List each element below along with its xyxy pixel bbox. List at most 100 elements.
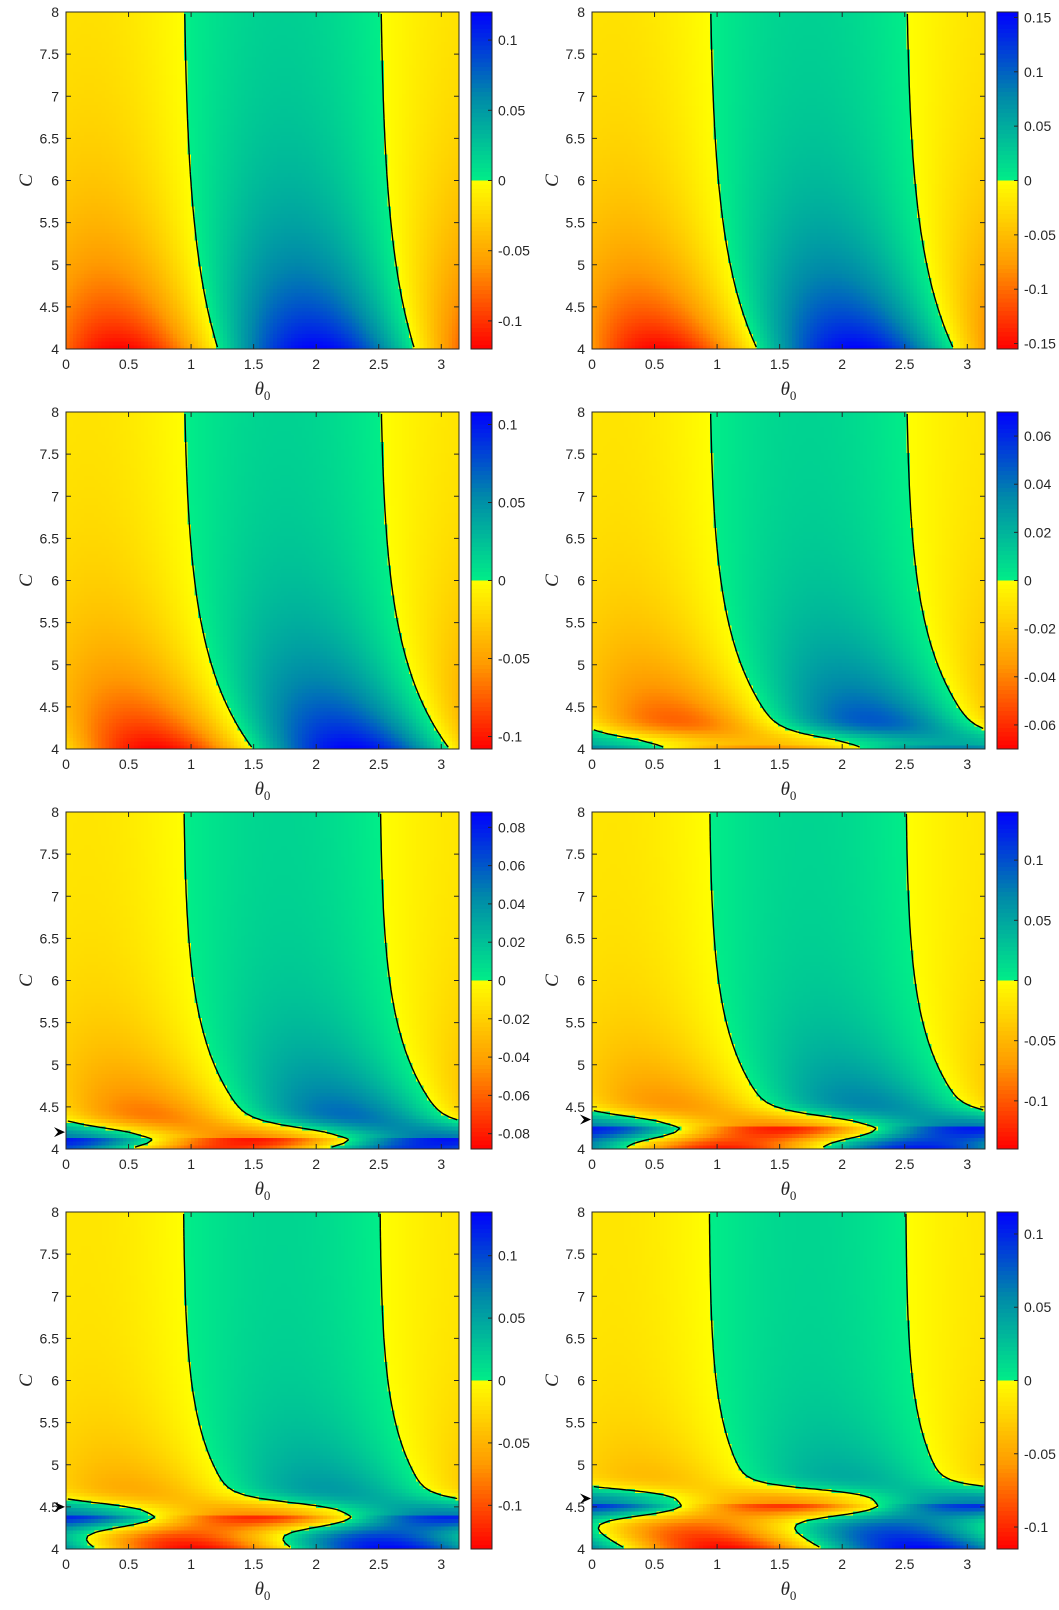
heatmap-cell — [212, 34, 216, 38]
heatmap-cell — [288, 31, 292, 35]
heatmap-cell — [409, 34, 413, 38]
heatmap-cell — [66, 34, 70, 38]
heatmap-cell — [255, 42, 259, 46]
heatmap-cell — [112, 19, 116, 23]
heatmap-cell — [70, 34, 74, 38]
heatmap-cell — [348, 23, 352, 27]
heatmap-cell — [152, 16, 156, 20]
heatmap-cell — [223, 12, 227, 16]
heatmap-cell — [130, 12, 134, 16]
heatmap-cell — [452, 42, 456, 46]
heatmap-cell — [409, 46, 413, 50]
heatmap-cell — [302, 16, 306, 20]
heatmap-cell — [73, 42, 77, 46]
heatmap-cell — [116, 16, 120, 20]
heatmap-cell — [280, 23, 284, 27]
heatmap-cell — [195, 49, 199, 53]
heatmap-cell — [252, 19, 256, 23]
heatmap-cell — [66, 49, 70, 53]
heatmap-cell — [298, 27, 302, 31]
heatmap-cell — [423, 31, 427, 35]
heatmap-cell — [423, 34, 427, 38]
heatmap-cell — [252, 46, 256, 50]
heatmap-cell — [341, 16, 345, 20]
heatmap-cell — [170, 12, 174, 16]
heatmap-cell — [291, 38, 295, 42]
heatmap-cell — [434, 31, 438, 35]
heatmap-cell — [266, 38, 270, 42]
heatmap-cell — [137, 31, 141, 35]
heatmap-cell — [391, 19, 395, 23]
heatmap-cell — [102, 34, 106, 38]
heatmap-cell — [230, 31, 234, 35]
heatmap-cell — [413, 27, 417, 31]
heatmap-cell — [177, 34, 181, 38]
heatmap-cell — [438, 34, 442, 38]
heatmap-cell — [105, 34, 109, 38]
heatmap-cell — [323, 16, 327, 20]
heatmap-cell — [355, 23, 359, 27]
heatmap-cell — [95, 42, 99, 46]
heatmap-cell — [438, 38, 442, 42]
heatmap-cell — [284, 16, 288, 20]
heatmap-cell — [102, 42, 106, 46]
heatmap-cell — [270, 27, 274, 31]
heatmap-cell — [209, 42, 213, 46]
heatmap-cell — [173, 49, 177, 53]
heatmap-cell — [452, 16, 456, 20]
heatmap-cell — [263, 12, 267, 16]
heatmap-cell — [259, 23, 263, 27]
heatmap-cell — [148, 12, 152, 16]
heatmap-cell — [355, 12, 359, 16]
heatmap-cell — [373, 42, 377, 46]
heatmap-cell — [170, 42, 174, 46]
heatmap-cell — [416, 31, 420, 35]
heatmap-cell — [80, 19, 84, 23]
heatmap-cell — [77, 46, 81, 50]
heatmap-cell — [227, 12, 231, 16]
heatmap-cell — [148, 16, 152, 20]
heatmap-cell — [166, 23, 170, 27]
heatmap-cell — [77, 23, 81, 27]
heatmap-cell — [430, 23, 434, 27]
heatmap-cell — [330, 31, 334, 35]
heatmap-cell — [259, 27, 263, 31]
heatmap-cell — [366, 34, 370, 38]
heatmap-cell — [327, 31, 331, 35]
heatmap-cell — [445, 27, 449, 31]
heatmap-cell — [377, 42, 381, 46]
heatmap-cell — [330, 34, 334, 38]
heatmap-cell — [159, 23, 163, 27]
heatmap-cell — [366, 42, 370, 46]
heatmap-cell — [162, 31, 166, 35]
heatmap-cell — [234, 31, 238, 35]
heatmap-cell — [98, 27, 102, 31]
heatmap-cell — [80, 46, 84, 50]
heatmap-cell — [148, 49, 152, 53]
heatmap-cell — [359, 19, 363, 23]
heatmap-cell — [405, 34, 409, 38]
heatmap-cell — [152, 46, 156, 50]
heatmap-cell — [341, 23, 345, 27]
heatmap-cell — [373, 16, 377, 20]
heatmap-cell — [227, 16, 231, 20]
heatmap-cell — [427, 16, 431, 20]
heatmap-cell — [120, 42, 124, 46]
heatmap-cell — [230, 42, 234, 46]
heatmap-cell — [313, 42, 317, 46]
heatmap-cell — [427, 27, 431, 31]
heatmap-cell — [223, 27, 227, 31]
heatmap-cell — [366, 19, 370, 23]
heatmap-cell — [152, 19, 156, 23]
heatmap-cell — [148, 27, 152, 31]
heatmap-cell — [137, 38, 141, 42]
heatmap-cell — [305, 12, 309, 16]
heatmap-cell — [159, 19, 163, 23]
heatmap-cell — [170, 34, 174, 38]
heatmap-cell — [434, 46, 438, 50]
heatmap-cell — [98, 34, 102, 38]
heatmap-cell — [298, 34, 302, 38]
heatmap-cell — [330, 46, 334, 50]
heatmap-cell — [341, 27, 345, 31]
heatmap-cell — [438, 19, 442, 23]
